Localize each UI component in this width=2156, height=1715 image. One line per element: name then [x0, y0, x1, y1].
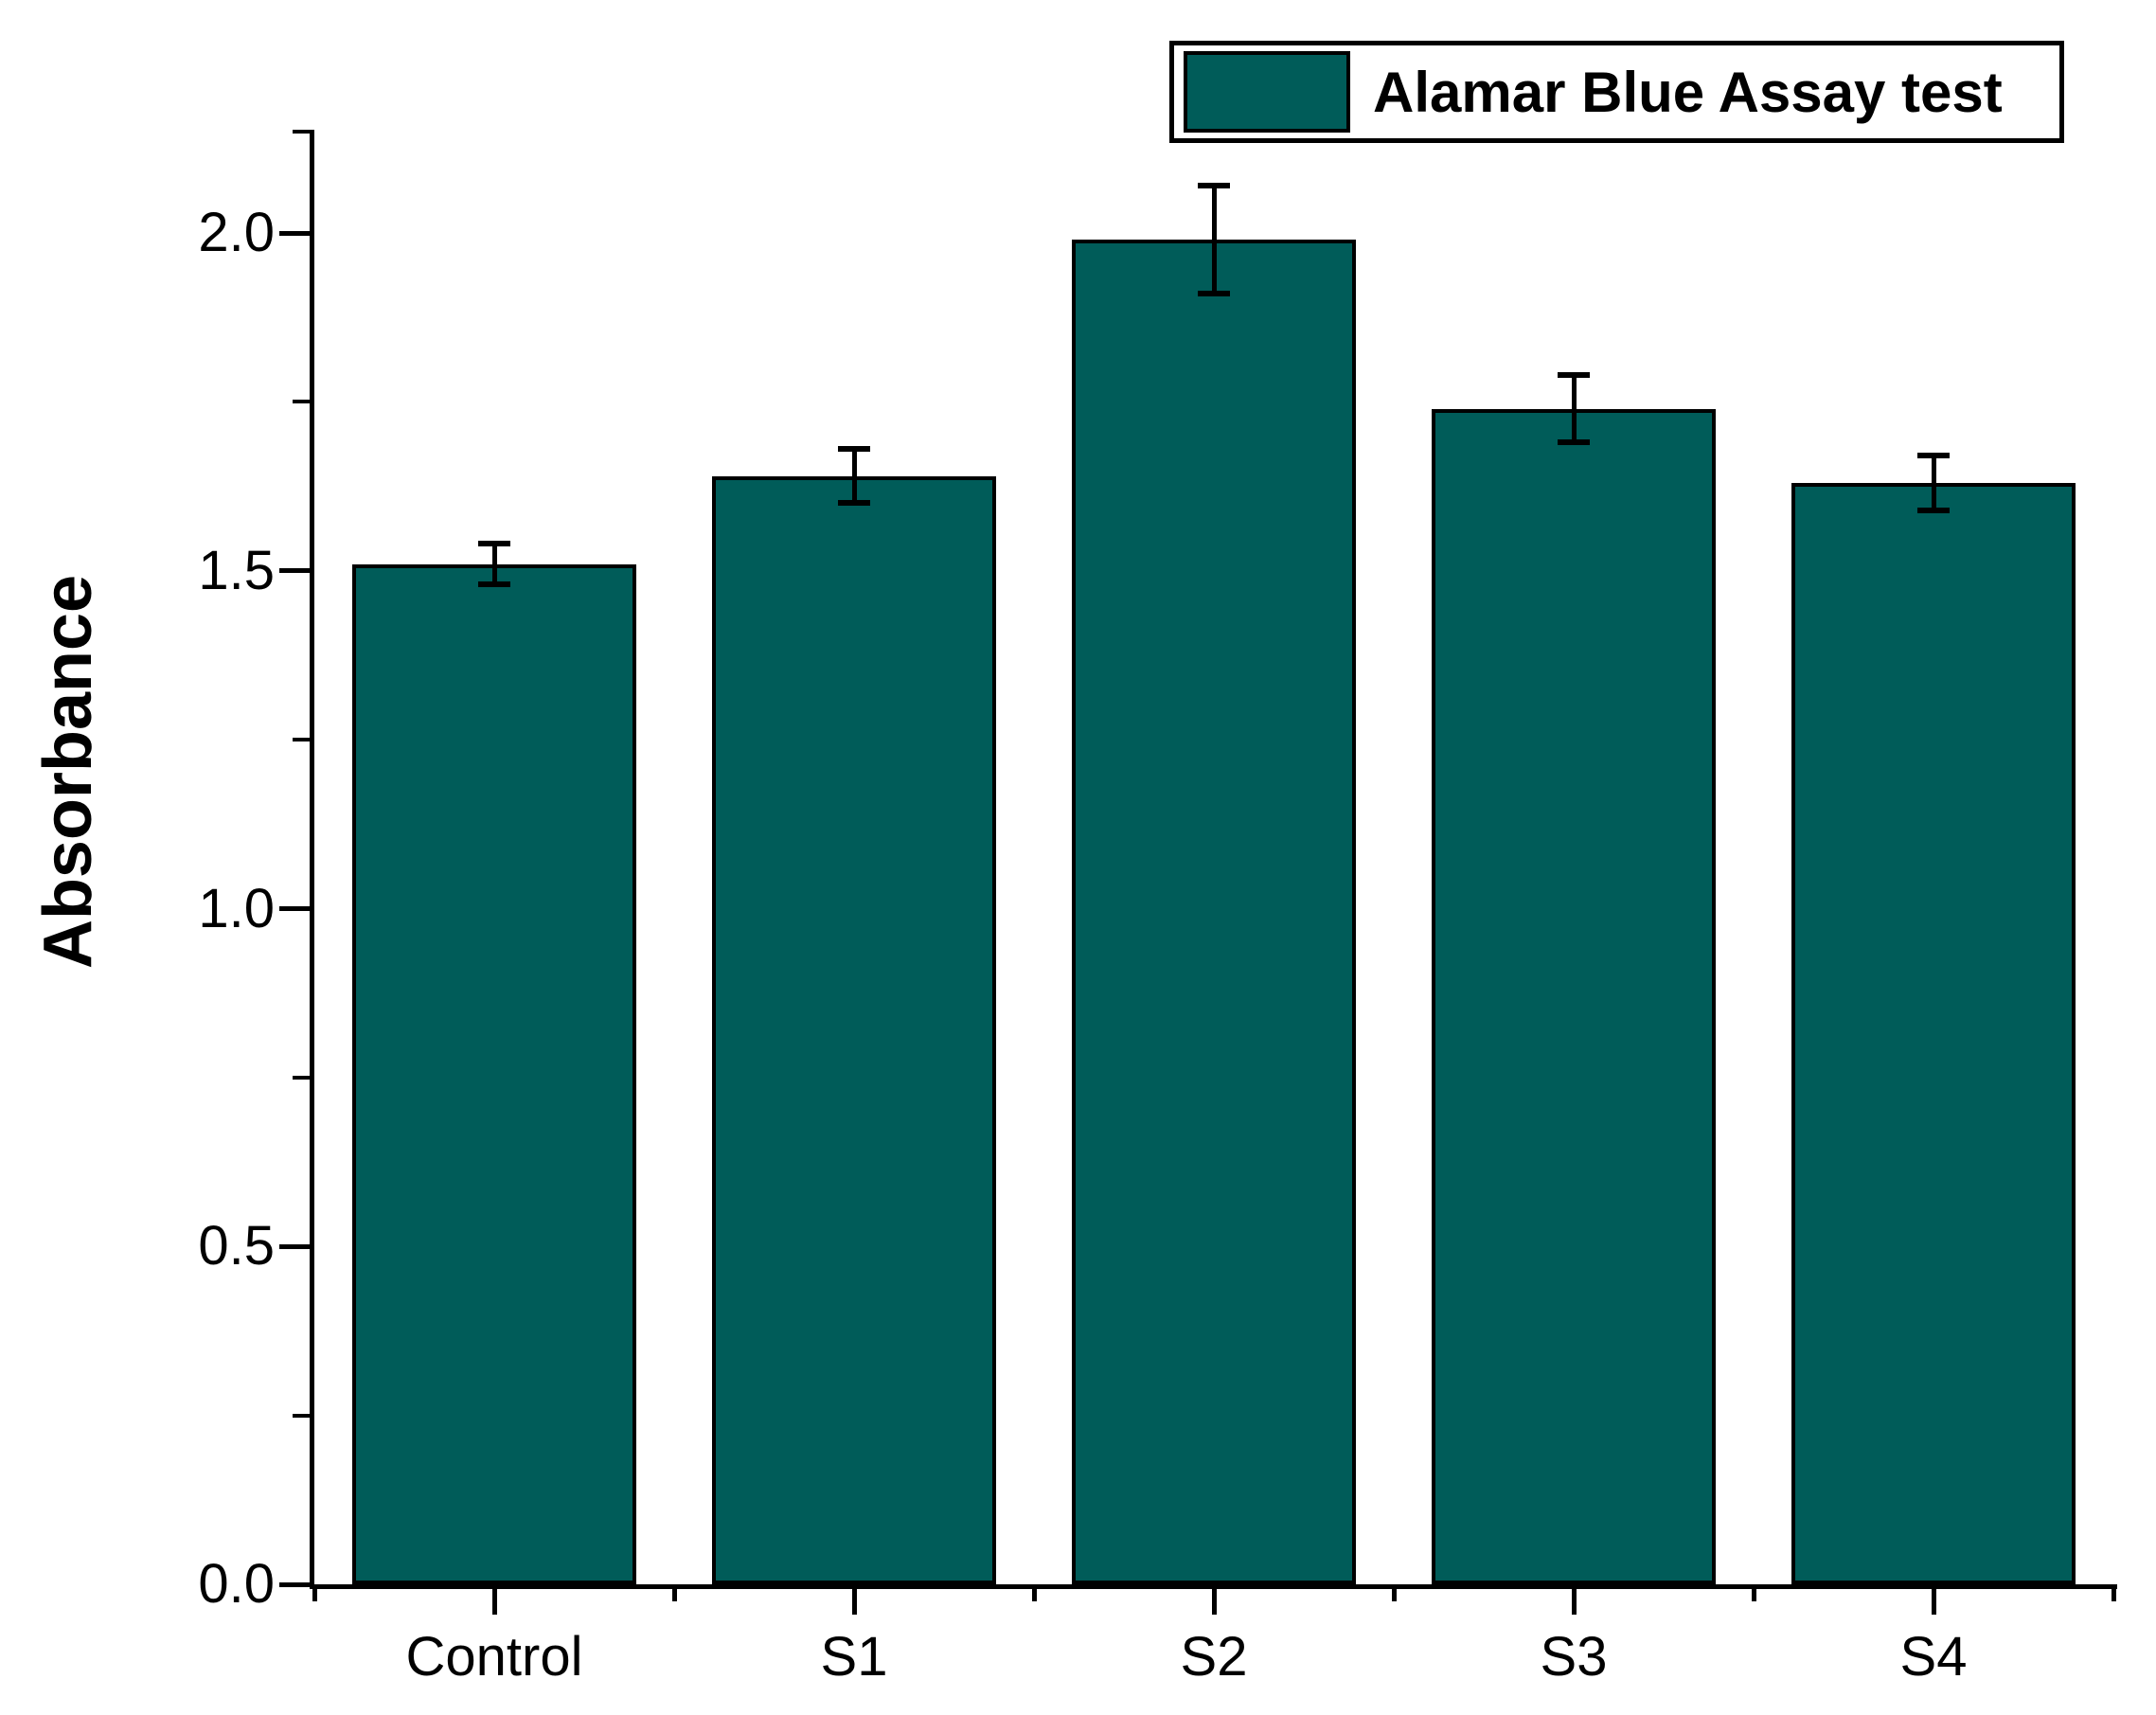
plot-area: 0.0 0.5 1.0 1.5 2.0 Control S1 S2 S3 S4 [198, 130, 2117, 1685]
y-axis-major-tick [279, 230, 310, 236]
y-axis-tick-label: 2.0 [198, 202, 275, 263]
error-bar-line [1571, 374, 1577, 443]
error-bar-cap-bottom [1198, 291, 1230, 297]
y-axis-line [310, 130, 314, 1589]
bar [352, 563, 636, 1584]
y-axis-major-tick [279, 1581, 310, 1587]
x-axis-tick-label: Control [405, 1626, 583, 1688]
x-axis-minor-tick [1391, 1584, 1397, 1601]
x-axis-minor-tick [1751, 1584, 1756, 1601]
x-axis-tick-label: S4 [1899, 1626, 1968, 1688]
y-axis-tick-label: 1.5 [198, 539, 275, 601]
x-axis-major-tick [1211, 1584, 1217, 1615]
error-bar-line [851, 449, 857, 504]
x-axis-minor-tick [312, 1584, 317, 1601]
error-bar-cap-bottom [478, 581, 510, 588]
y-axis-minor-tick [293, 738, 310, 742]
x-axis-minor-tick [2111, 1584, 2116, 1601]
error-bar-line [1211, 186, 1217, 295]
error-bar-cap-bottom [1558, 439, 1590, 446]
y-axis-minor-tick [293, 1075, 310, 1080]
error-bar-line [491, 544, 497, 584]
x-axis-major-tick [1571, 1584, 1577, 1615]
legend: Alamar Blue Assay test [1169, 41, 2064, 143]
error-bar-cap-bottom [838, 500, 870, 507]
x-axis-major-tick [851, 1584, 857, 1615]
bar [1432, 408, 1716, 1584]
x-axis-minor-tick [1031, 1584, 1037, 1601]
y-axis-tick-label: 0.0 [198, 1553, 275, 1615]
bar [1791, 482, 2076, 1584]
x-axis-minor-tick [671, 1584, 677, 1601]
bar [712, 475, 996, 1584]
x-axis-tick-label: S1 [820, 1626, 888, 1688]
x-axis-tick-label: S2 [1180, 1626, 1248, 1688]
x-axis-major-tick [491, 1584, 497, 1615]
error-bar-cap-top [478, 541, 510, 547]
error-bar-line [1931, 456, 1936, 510]
error-bar-cap-top [1198, 183, 1230, 189]
y-axis-minor-tick [293, 1413, 310, 1418]
x-axis-tick-label: S3 [1540, 1626, 1608, 1688]
x-axis-major-tick [1931, 1584, 1936, 1615]
y-axis-major-tick [279, 568, 310, 574]
y-axis-end-tick [293, 130, 310, 134]
y-axis-major-tick [279, 906, 310, 911]
legend-label: Alamar Blue Assay test [1373, 60, 2003, 124]
legend-swatch [1184, 51, 1350, 133]
error-bar-cap-bottom [1917, 507, 1950, 513]
error-bar-cap-top [838, 446, 870, 453]
y-axis-tick-label: 1.0 [198, 877, 275, 939]
y-axis-title: Absorbance [30, 574, 106, 970]
error-bar-cap-top [1558, 371, 1590, 378]
y-axis-tick-label: 0.5 [198, 1215, 275, 1277]
y-axis-minor-tick [293, 400, 310, 404]
bar [1072, 240, 1356, 1584]
error-bar-cap-top [1917, 453, 1950, 459]
y-axis-major-tick [279, 1243, 310, 1249]
